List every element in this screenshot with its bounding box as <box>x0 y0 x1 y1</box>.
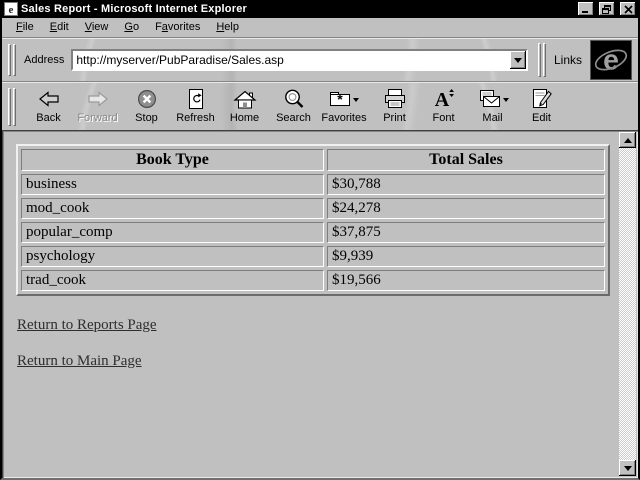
scroll-up-button[interactable] <box>619 132 636 148</box>
table-header-row: Book Type Total Sales <box>21 149 605 171</box>
printer-icon <box>384 89 405 108</box>
back-label: Back <box>36 111 61 124</box>
internet-explorer-app-icon: e <box>4 2 18 16</box>
address-bar-gripper[interactable] <box>8 44 16 76</box>
mail-caret-icon <box>502 98 509 102</box>
stop-label: Stop <box>135 111 158 124</box>
table-row: popular_comp $37,875 <box>21 222 605 243</box>
favorites-button[interactable]: * Favorites <box>318 85 370 129</box>
svg-text:A: A <box>434 89 449 109</box>
mail-envelope-icon <box>479 90 500 107</box>
svg-text:e: e <box>603 45 619 77</box>
stop-circle-icon <box>137 89 156 108</box>
menu-favorites[interactable]: Favorites <box>155 21 201 33</box>
column-header-total-sales: Total Sales <box>327 149 605 171</box>
sales-table: Book Type Total Sales business $30,788 m… <box>16 144 610 296</box>
forward-arrow-icon <box>87 90 108 107</box>
home-label: Home <box>229 111 260 124</box>
address-field <box>71 49 528 71</box>
title-bar: e Sales Report - Microsoft Internet Expl… <box>2 0 638 18</box>
sales-report-page: Book Type Total Sales business $30,788 m… <box>5 133 618 475</box>
address-label: Address <box>24 54 65 66</box>
close-icon <box>623 4 633 14</box>
edit-pencil-icon <box>532 88 552 108</box>
forward-button[interactable]: Forward <box>73 85 122 129</box>
favorites-folder-icon: * <box>330 91 350 107</box>
font-label: Font <box>432 111 455 124</box>
font-button[interactable]: A Font <box>419 85 468 129</box>
search-label: Search <box>276 111 311 124</box>
home-house-icon <box>232 90 257 108</box>
edit-button[interactable]: Edit <box>517 85 566 129</box>
svg-text:e: e <box>9 4 14 16</box>
address-dropdown-button[interactable] <box>509 51 526 69</box>
return-to-reports-page-link[interactable]: Return to Reports Page <box>17 317 157 333</box>
scroll-up-arrow-icon <box>623 137 632 143</box>
refresh-button[interactable]: Refresh <box>171 85 220 129</box>
minimize-icon <box>582 10 588 13</box>
print-button[interactable]: Print <box>370 85 419 129</box>
book-type-cell: popular_comp <box>21 222 324 243</box>
toolbar: Back Forward Stop Refresh <box>2 82 638 130</box>
menu-help[interactable]: Help <box>216 21 239 33</box>
back-button[interactable]: Back <box>24 85 73 129</box>
refresh-page-icon <box>188 88 203 109</box>
menu-view[interactable]: View <box>84 21 109 33</box>
menu-file[interactable]: File <box>16 21 34 33</box>
close-button[interactable] <box>620 2 636 16</box>
edit-label: Edit <box>532 111 551 124</box>
home-button[interactable]: Home <box>220 85 269 129</box>
table-row: psychology $9,939 <box>21 246 605 267</box>
favorites-caret-icon <box>353 98 359 102</box>
search-button[interactable]: Search <box>269 85 318 129</box>
table-row: business $30,788 <box>21 174 605 195</box>
menu-bar: File Edit View Go Favorites Help <box>2 18 638 38</box>
scroll-down-button[interactable] <box>619 460 636 476</box>
table-row: mod_cook $24,278 <box>21 198 605 219</box>
chevron-down-icon <box>513 57 522 63</box>
browser-content-area: Book Type Total Sales business $30,788 m… <box>2 130 638 478</box>
book-type-cell: trad_cook <box>21 270 324 291</box>
total-sales-cell: $37,875 <box>327 222 605 243</box>
links-label[interactable]: Links <box>553 53 582 67</box>
font-letter-icon: A <box>434 89 454 109</box>
minimize-button[interactable] <box>578 2 594 16</box>
table-row: trad_cook $19,566 <box>21 270 605 291</box>
window-title: Sales Report - Microsoft Internet Explor… <box>21 3 247 15</box>
forward-label: Forward <box>77 111 118 124</box>
search-magnifier-icon <box>284 89 303 108</box>
total-sales-cell: $9,939 <box>327 246 605 267</box>
return-to-main-page-link[interactable]: Return to Main Page <box>17 353 142 369</box>
mail-label: Mail <box>482 111 503 124</box>
refresh-label: Refresh <box>176 111 215 124</box>
links-bar-gripper[interactable] <box>537 43 546 77</box>
print-label: Print <box>383 111 406 124</box>
book-type-cell: psychology <box>21 246 324 267</box>
back-arrow-icon <box>38 90 59 107</box>
address-input[interactable] <box>73 51 510 69</box>
address-bar: Address Links e <box>2 38 638 82</box>
toolbar-gripper[interactable] <box>8 87 16 126</box>
restore-icon <box>602 4 611 14</box>
book-type-cell: business <box>21 174 324 195</box>
menu-go[interactable]: Go <box>124 21 140 33</box>
mail-button[interactable]: Mail <box>468 85 517 129</box>
menu-edit[interactable]: Edit <box>49 21 69 33</box>
total-sales-cell: $24,278 <box>327 198 605 219</box>
total-sales-cell: $19,566 <box>327 270 605 291</box>
total-sales-cell: $30,788 <box>327 174 605 195</box>
book-type-cell: mod_cook <box>21 198 324 219</box>
favorites-label: Favorites <box>321 111 367 124</box>
stop-button[interactable]: Stop <box>122 85 171 129</box>
column-header-book-type: Book Type <box>21 149 324 171</box>
restore-button[interactable] <box>599 2 615 16</box>
svg-text:*: * <box>337 91 343 107</box>
scroll-down-arrow-icon <box>623 465 632 471</box>
internet-explorer-e-logo: e <box>590 40 632 80</box>
vertical-scrollbar[interactable] <box>619 132 636 476</box>
